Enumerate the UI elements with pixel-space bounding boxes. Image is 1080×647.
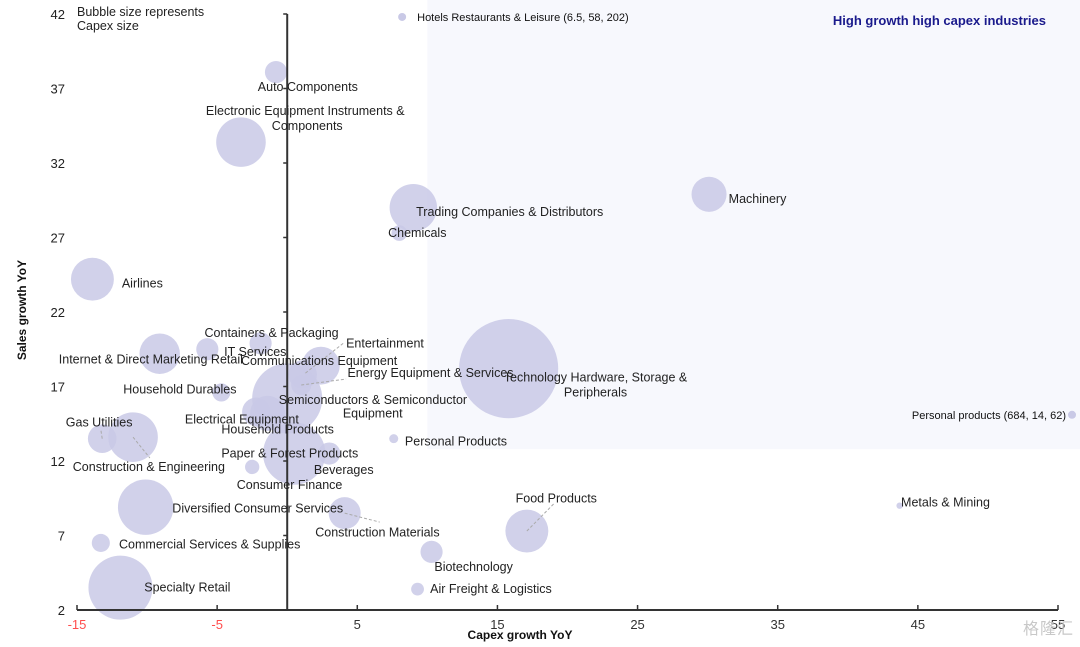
bubble-point bbox=[250, 395, 286, 431]
point-label: Containers & Packaging bbox=[205, 326, 339, 340]
leader-line bbox=[301, 378, 347, 386]
x-axis-title: Capex growth YoY bbox=[468, 628, 573, 642]
leader-line bbox=[132, 436, 151, 459]
point-label: Internet & Direct Marketing Retail bbox=[59, 353, 243, 367]
point-label: Auto Components bbox=[258, 80, 358, 94]
outlier-point bbox=[1068, 410, 1077, 419]
leader-line bbox=[100, 429, 103, 439]
x-tick-label: 45 bbox=[911, 617, 925, 632]
bubble-point bbox=[420, 540, 443, 563]
point-label: Diversified Consumer Services bbox=[172, 502, 343, 516]
x-tick-label: 25 bbox=[630, 617, 644, 632]
y-axis-title: Sales growth YoY bbox=[15, 260, 29, 360]
leader-line bbox=[305, 342, 344, 374]
bubble-point bbox=[88, 555, 153, 620]
y-tick-label: 37 bbox=[51, 82, 65, 97]
y-tick-label: 22 bbox=[51, 305, 65, 320]
point-label: Personal Products bbox=[405, 435, 507, 449]
bubble-point bbox=[896, 502, 903, 509]
x-tick-label: -15 bbox=[68, 617, 87, 632]
point-label: Beverages bbox=[314, 463, 374, 477]
point-label: Electronic Equipment Instruments & bbox=[206, 104, 405, 118]
y-tick-label: 17 bbox=[51, 380, 65, 395]
point-label: Construction & Engineering bbox=[73, 460, 225, 474]
point-label: Peripherals bbox=[564, 385, 627, 399]
bubble-point bbox=[212, 383, 231, 402]
point-label: Communications Equipment bbox=[241, 354, 398, 368]
point-label: Technology Hardware, Storage & bbox=[504, 371, 688, 385]
x-tick-label: -5 bbox=[211, 617, 223, 632]
bubble-point bbox=[249, 332, 272, 355]
bubble-point bbox=[216, 117, 266, 167]
point-label: Equipment bbox=[343, 406, 403, 420]
point-label: IT Services bbox=[224, 345, 286, 359]
x-tick-label: 15 bbox=[490, 617, 504, 632]
leader-line bbox=[526, 502, 556, 532]
leader-line-layer bbox=[100, 342, 556, 532]
point-label: Metals & Mining bbox=[901, 496, 990, 510]
point-label: Household Durables bbox=[123, 382, 236, 396]
bubble-point bbox=[139, 333, 180, 374]
outlier-point bbox=[398, 12, 407, 21]
bubble-point bbox=[196, 338, 219, 361]
x-tick-label: 5 bbox=[354, 617, 361, 632]
bubble-point bbox=[264, 61, 288, 84]
point-label: Gas Utilities bbox=[66, 415, 133, 429]
bubble-point bbox=[411, 582, 424, 596]
bubble-point bbox=[318, 442, 341, 465]
point-label: Construction Materials bbox=[315, 526, 439, 540]
bubble-point bbox=[691, 176, 727, 212]
watermark: 格隆汇 bbox=[1022, 619, 1074, 638]
point-label: Electrical Equipment bbox=[185, 412, 299, 426]
point-label: Components bbox=[272, 119, 343, 133]
point-label: Energy Equipment & Services bbox=[347, 366, 513, 380]
bubble-point bbox=[391, 225, 408, 241]
y-tick-label: 2 bbox=[58, 603, 65, 618]
leader-line bbox=[344, 512, 380, 523]
bubble-point bbox=[389, 183, 438, 232]
label-layer: High growth high capex industries Bubble … bbox=[59, 5, 1066, 596]
y-tick-label: 42 bbox=[51, 7, 65, 22]
x-tick-label: 55 bbox=[1051, 617, 1065, 632]
point-label: Machinery bbox=[729, 192, 787, 206]
y-tick-label: 27 bbox=[51, 231, 65, 246]
bubble-point bbox=[117, 479, 174, 535]
outlier-label: Personal products (684, 14, 62) bbox=[912, 410, 1066, 422]
outlier-label: Hotels Restaurants & Leisure (6.5, 58, 2… bbox=[417, 12, 629, 24]
bubble-point bbox=[263, 422, 326, 485]
point-label: Biotechnology bbox=[434, 560, 513, 574]
point-label: Chemicals bbox=[388, 226, 446, 240]
point-label: Air Freight & Logistics bbox=[430, 582, 552, 596]
point-label: Semiconductors & Semiconductor bbox=[279, 393, 467, 407]
point-label: Household Products bbox=[221, 423, 334, 437]
bubble-size-note: Bubble size represents bbox=[77, 5, 204, 19]
point-label: Paper & Forest Products bbox=[221, 447, 358, 461]
point-label: Food Products bbox=[516, 491, 597, 505]
point-label: Airlines bbox=[122, 277, 163, 291]
bubble-size-note: Capex size bbox=[77, 19, 139, 33]
y-tick-label: 32 bbox=[51, 156, 65, 171]
y-tick-label: 12 bbox=[51, 454, 65, 469]
bubble-point bbox=[389, 434, 399, 444]
point-label: Commercial Services & Supplies bbox=[119, 537, 300, 551]
bubble-point bbox=[70, 257, 114, 301]
bubble-point bbox=[245, 459, 260, 475]
point-label: Specialty Retail bbox=[144, 581, 230, 595]
x-tick-label: 35 bbox=[770, 617, 784, 632]
bubble-point bbox=[459, 319, 559, 419]
point-label: Entertainment bbox=[346, 336, 424, 350]
point-label: Trading Companies & Distributors bbox=[416, 205, 603, 219]
point-label: Consumer Finance bbox=[237, 478, 343, 492]
y-tick-label: 7 bbox=[58, 529, 65, 544]
bubble-point bbox=[91, 533, 110, 553]
highlight-region-title: High growth high capex industries bbox=[833, 13, 1046, 28]
